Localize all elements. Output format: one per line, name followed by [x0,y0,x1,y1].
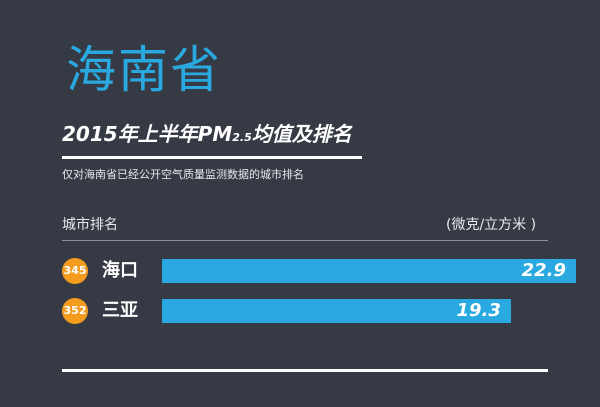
bar-row: 345 海口 22.9 [62,256,576,286]
headline-part-b: 均值及排名 [251,122,352,146]
province-title: 海南省 [66,41,222,99]
bar-value-label: 22.9 [521,260,566,281]
city-label: 三亚 [102,300,138,321]
headline-underline [62,156,362,159]
headline-part-a: 2015年上半年PM [62,122,233,146]
bar-value-label: 19.3 [456,300,501,321]
header-divider [62,240,548,241]
column-header-unit: (微克/立方米 ) [446,217,537,233]
chart-subtitle: 仅对海南省已经公开空气质量监测数据的城市排名 [62,168,304,181]
rank-badge: 345 [62,258,88,284]
city-label: 海口 [102,260,138,281]
column-header-ranking: 城市排名 [62,217,118,233]
chart-headline: 2015年上半年PM2.5均值及排名 [62,121,352,151]
bar: 22.9 [162,259,576,283]
bar: 19.3 [162,299,511,323]
headline-subscript: 2.5 [232,131,252,144]
rank-badge: 352 [62,298,88,324]
bar-row: 352 三亚 19.3 [62,296,562,326]
bottom-rule [62,369,548,372]
